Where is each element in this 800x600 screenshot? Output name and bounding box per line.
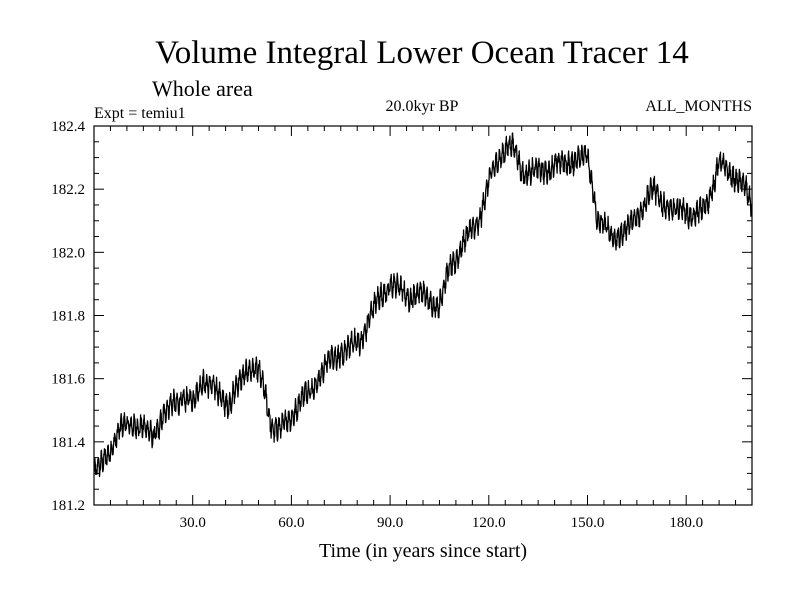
y-axis-tick-labels: 181.2 181.4 181.6 181.8 182.0 182.2 182.4 (51, 119, 85, 514)
y-tick-label: 181.4 (51, 435, 85, 451)
x-tick-label: 60.0 (278, 515, 304, 531)
series-group (93, 132, 753, 478)
experiment-label: Expt = temiu1 (94, 105, 186, 122)
x-tick-label: 90.0 (377, 515, 403, 531)
y-axis-ticks (94, 141, 752, 490)
months-label: ALL_MONTHS (645, 98, 752, 115)
series-line (93, 132, 753, 478)
x-tick-label: 30.0 (180, 515, 206, 531)
y-tick-label: 182.4 (51, 119, 85, 135)
x-tick-label: 180.0 (669, 515, 703, 531)
chart-title: Volume Integral Lower Ocean Tracer 14 (155, 35, 689, 71)
y-tick-label: 181.2 (51, 498, 85, 514)
period-label: 20.0kyr BP (386, 98, 459, 115)
plot-frame (93, 125, 753, 506)
x-axis-label: Time (in years since start) (319, 540, 527, 562)
x-axis-ticks (109, 126, 737, 505)
y-tick-label: 182.0 (51, 245, 85, 261)
x-tick-label: 150.0 (571, 515, 605, 531)
x-axis-tick-labels: 30.0 60.0 90.0 120.0 150.0 180.0 (180, 515, 704, 531)
y-tick-label: 181.6 (51, 372, 85, 388)
chart-subtitle: Whole area (152, 76, 253, 101)
y-tick-label: 181.8 (51, 309, 85, 325)
x-tick-label: 120.0 (472, 515, 506, 531)
y-tick-label: 182.2 (51, 182, 85, 198)
